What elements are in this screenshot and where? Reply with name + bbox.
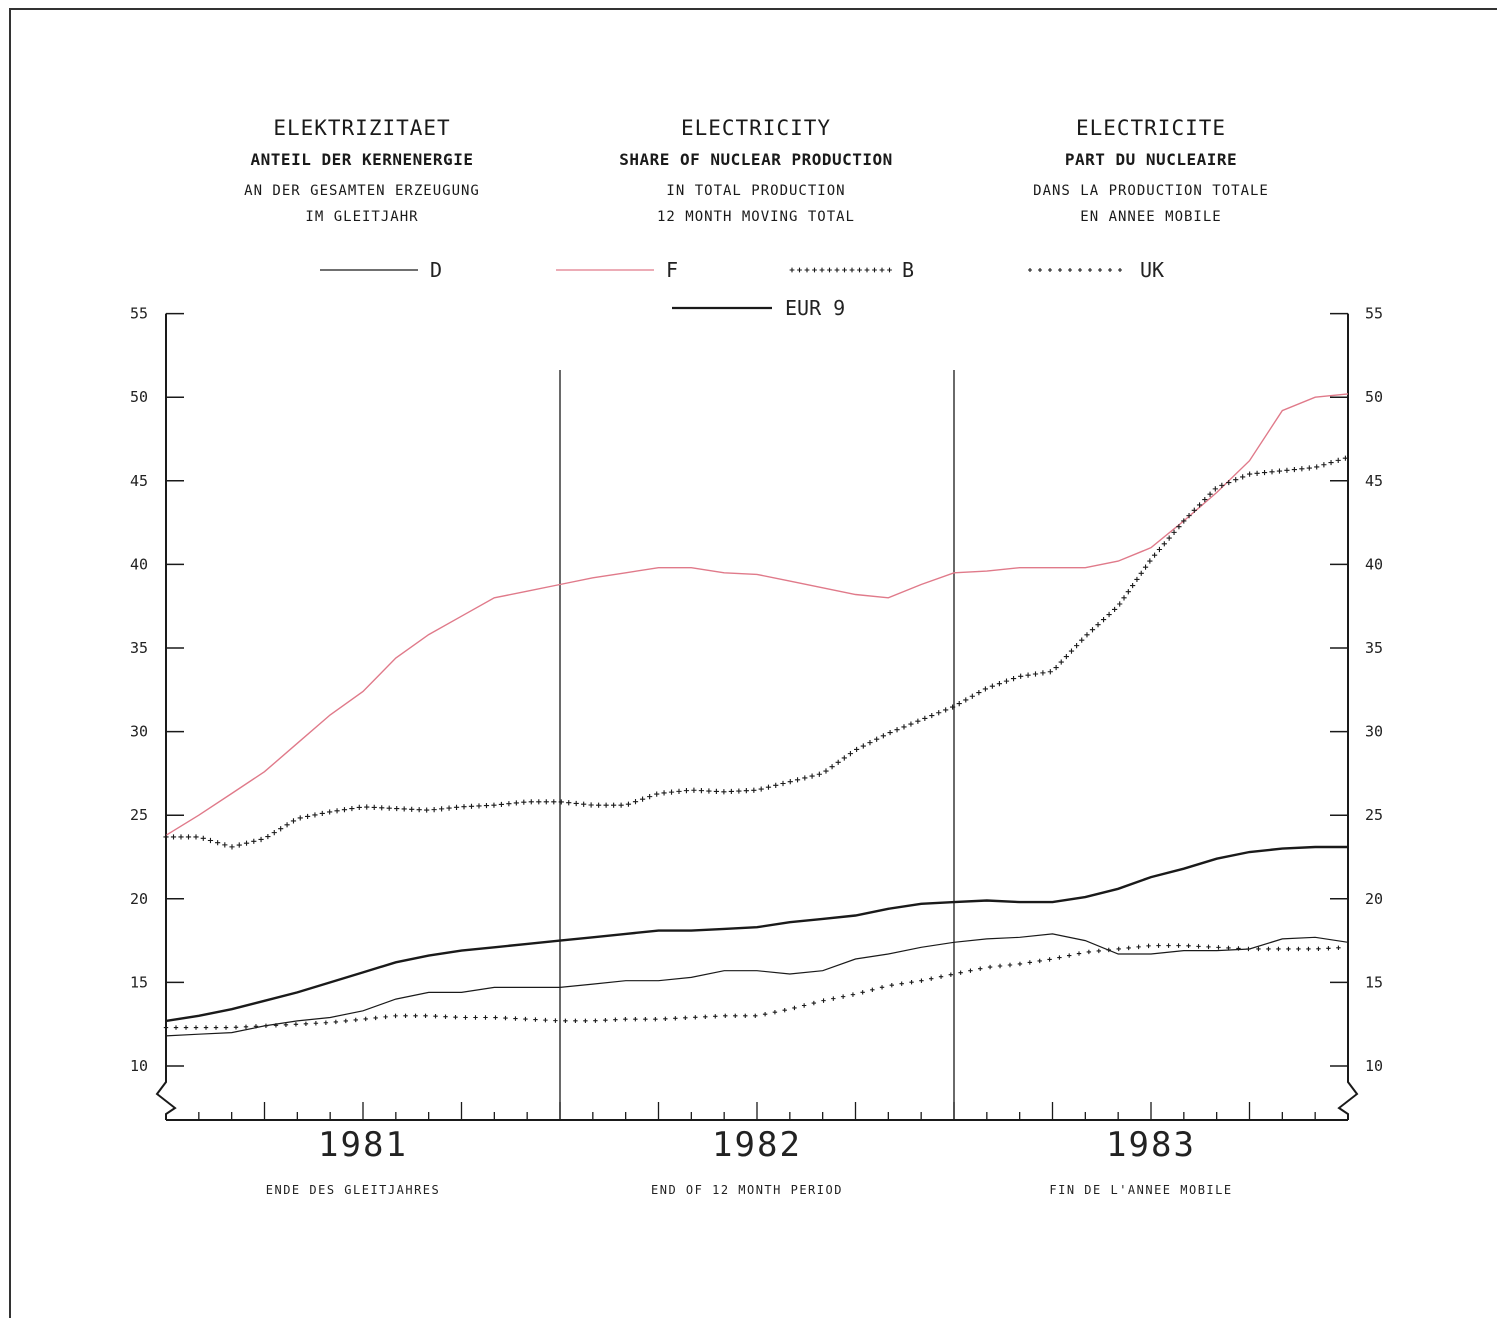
series-d-line xyxy=(166,934,1348,1036)
legend-eur-9-label: EUR 9 xyxy=(785,296,845,320)
left-axis xyxy=(157,314,175,1120)
y-tick-label-left-25: 25 xyxy=(130,806,148,824)
series-f-line xyxy=(166,394,1348,835)
y-tick-label-left-40: 40 xyxy=(130,555,148,573)
legend-f-label: F xyxy=(666,258,678,282)
y-tick-label-right-30: 30 xyxy=(1365,723,1383,741)
y-tick-label-right-55: 55 xyxy=(1365,305,1383,323)
y-tick-label-right-35: 35 xyxy=(1365,639,1383,657)
series-eur-9-line xyxy=(166,847,1348,1021)
right-axis xyxy=(1339,314,1357,1120)
y-tick-label-right-20: 20 xyxy=(1365,890,1383,908)
x-axis-caption-2: END OF 12 MONTH PERIOD xyxy=(651,1183,843,1197)
y-tick-label-left-10: 10 xyxy=(130,1057,148,1075)
y-tick-label-right-10: 10 xyxy=(1365,1057,1383,1075)
y-tick-label-left-50: 50 xyxy=(130,388,148,406)
y-tick-label-right-40: 40 xyxy=(1365,555,1383,573)
year-label-1983: 1983 xyxy=(1106,1125,1196,1165)
y-tick-label-left-30: 30 xyxy=(130,723,148,741)
legend-b-swatch xyxy=(790,268,892,273)
y-tick-label-left-15: 15 xyxy=(130,973,148,991)
legend: D F B UK EUR 9 xyxy=(320,258,1164,320)
x-axis-caption-1: ENDE DES GLEITJAHRES xyxy=(266,1183,441,1197)
series-uk-line xyxy=(164,943,1341,1029)
y-tick-label-right-50: 50 xyxy=(1365,388,1383,406)
year-label-1982: 1982 xyxy=(712,1125,802,1165)
y-tick-label-right-15: 15 xyxy=(1365,973,1383,991)
y-tick-label-left-45: 45 xyxy=(130,472,148,490)
series-f-points xyxy=(166,394,1348,835)
series-b-points xyxy=(166,457,1348,847)
series-b-line xyxy=(163,456,1348,850)
y-tick-label-left-35: 35 xyxy=(130,639,148,657)
legend-uk-label: UK xyxy=(1140,258,1164,282)
year-label-1981: 1981 xyxy=(318,1125,408,1165)
series-d-points xyxy=(166,934,1348,1036)
x-axis-caption-3: FIN DE L'ANNEE MOBILE xyxy=(1049,1183,1232,1197)
legend-b-label: B xyxy=(902,258,914,282)
y-tick-label-left-20: 20 xyxy=(130,890,148,908)
legend-uk-swatch xyxy=(1028,268,1122,272)
y-tick-label-left-55: 55 xyxy=(130,305,148,323)
y-tick-label-right-25: 25 xyxy=(1365,806,1383,824)
y-tick-label-right-45: 45 xyxy=(1365,472,1383,490)
legend-d-label: D xyxy=(430,258,442,282)
